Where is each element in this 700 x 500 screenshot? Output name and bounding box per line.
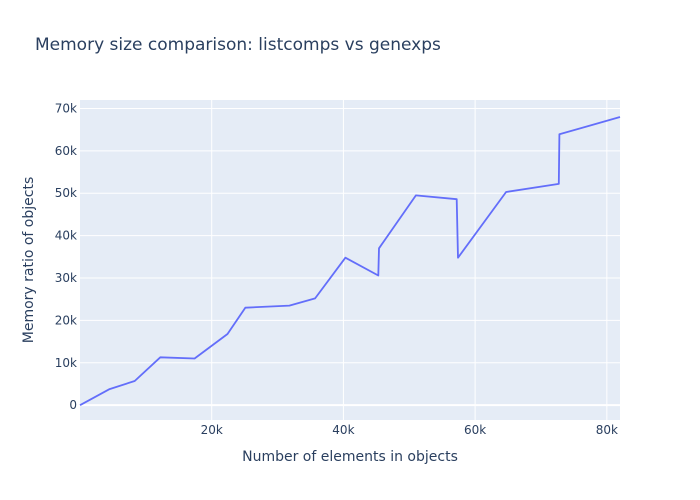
series-layer	[79, 116, 621, 406]
y-axis-ticks: 0 10k 20k 30k 40k 50k 60k 70k	[55, 101, 77, 412]
y-tick-label: 50k	[55, 186, 77, 200]
y-tick-label: 70k	[55, 101, 77, 115]
y-tick-label: 40k	[55, 229, 77, 243]
x-tick-label: 40k	[332, 423, 354, 437]
x-tick-label: 80k	[596, 423, 618, 437]
y-tick-label: 0	[69, 398, 77, 412]
y-tick-label: 30k	[55, 271, 77, 285]
x-tick-label: 20k	[201, 423, 223, 437]
x-tick-label: 60k	[464, 423, 486, 437]
y-tick-label: 20k	[55, 313, 77, 327]
y-tick-label: 60k	[55, 144, 77, 158]
x-axis-title: Number of elements in objects	[242, 449, 458, 465]
chart-title: Memory size comparison: listcomps vs gen…	[35, 35, 441, 55]
y-axis-title: Memory ratio of objects	[21, 177, 37, 344]
x-axis-ticks: 20k 40k 60k 80k	[201, 423, 618, 437]
y-tick-label: 10k	[55, 356, 77, 370]
series-line	[79, 116, 621, 406]
